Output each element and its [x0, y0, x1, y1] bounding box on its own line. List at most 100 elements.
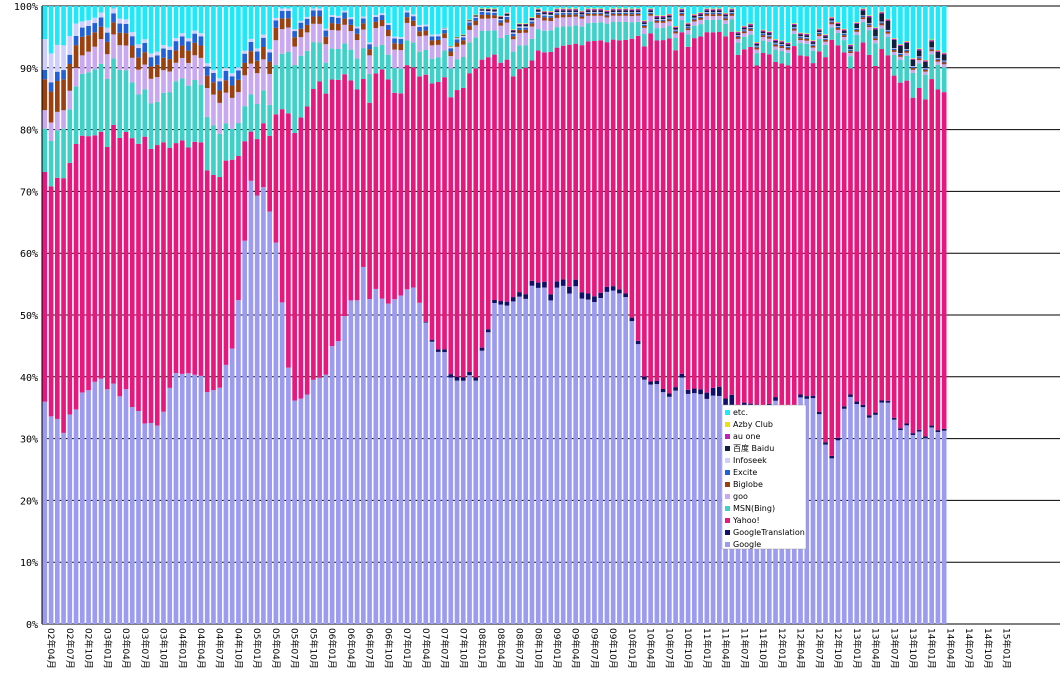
bar-segment	[598, 15, 603, 23]
bar-segment	[404, 22, 410, 41]
bar-segment	[454, 37, 460, 39]
bar-segment	[667, 396, 672, 624]
bar-segment	[910, 66, 916, 67]
bar-segment	[823, 36, 828, 38]
bar-segment	[904, 6, 910, 42]
bar-segment	[517, 23, 522, 25]
bar-segment	[198, 57, 204, 85]
bar-segment	[579, 18, 585, 27]
bar-segment	[573, 12, 579, 15]
bar-segment	[204, 116, 210, 171]
bar-segment	[367, 44, 372, 50]
bar-segment	[510, 76, 516, 298]
bar-segment	[161, 45, 166, 49]
bar-segment	[673, 50, 678, 388]
bar-segment	[748, 27, 753, 28]
bar-segment	[766, 34, 772, 36]
bar-segment	[754, 6, 760, 43]
bar-segment	[548, 300, 554, 624]
bar-segment	[835, 22, 841, 24]
legend-label: Infoseek	[733, 456, 767, 465]
bar-segment	[717, 8, 722, 10]
bar-segment	[704, 6, 710, 9]
bar-segment	[685, 30, 691, 35]
bar-segment	[592, 6, 597, 9]
bar-segment	[254, 139, 260, 196]
bar-segment	[935, 49, 941, 51]
bar-segment	[604, 286, 610, 292]
bar-segment	[654, 22, 660, 29]
bar-segment	[142, 52, 148, 65]
bar-segment	[460, 44, 466, 57]
bar-segment	[766, 54, 772, 404]
bar-segment	[816, 32, 822, 35]
bar-segment	[910, 68, 916, 70]
bar-segment	[804, 33, 810, 34]
bar-segment	[804, 37, 810, 38]
x-tick-label: 09年10月	[607, 628, 619, 669]
bar-segment	[467, 20, 472, 22]
bar-segment	[660, 392, 666, 624]
bar-segment	[529, 17, 535, 19]
x-tick-label: 03年10月	[158, 628, 170, 669]
bar-segment	[866, 23, 872, 24]
bar-segment	[860, 9, 866, 11]
bar-segment	[386, 6, 391, 24]
bar-segment	[404, 40, 410, 66]
bar-segment	[891, 51, 897, 55]
bar-segment	[679, 6, 685, 9]
bar-segment	[916, 429, 922, 432]
bar-segment	[723, 12, 728, 14]
bar-segment	[467, 73, 472, 372]
bar-segment	[923, 71, 928, 75]
bar-segment	[785, 43, 791, 45]
bar-segment	[198, 84, 204, 143]
bar-segment	[479, 31, 485, 60]
bar-segment	[660, 389, 666, 393]
bar-segment	[810, 45, 816, 48]
bar-segment	[585, 6, 591, 9]
bar-segment	[567, 17, 572, 27]
bar-segment	[510, 30, 516, 33]
bar-segment	[766, 35, 772, 37]
bar-segment	[560, 45, 566, 280]
bar-segment	[273, 114, 279, 243]
x-tick-label: 11年01月	[701, 628, 713, 669]
bar-segment	[286, 113, 291, 368]
bar-segment	[129, 6, 135, 33]
bar-segment	[336, 30, 341, 49]
bar-segment	[685, 46, 691, 390]
bar-segment	[623, 10, 628, 13]
bar-segment	[186, 147, 191, 374]
bar-segment	[460, 56, 466, 88]
bar-segment	[342, 10, 347, 13]
bar-segment	[517, 27, 522, 30]
bar-segment	[617, 40, 622, 290]
bar-segment	[804, 43, 810, 57]
bar-segment	[448, 46, 454, 49]
bar-segment	[860, 19, 866, 23]
bar-segment	[517, 26, 522, 28]
bar-segment	[423, 24, 429, 27]
bar-segment	[329, 30, 335, 49]
bar-segment	[361, 16, 366, 19]
bar-segment	[935, 61, 941, 65]
bar-segment	[67, 6, 73, 37]
bar-segment	[504, 34, 510, 60]
bar-segment	[354, 300, 360, 624]
bar-segment	[248, 41, 254, 52]
bar-segment	[560, 285, 566, 624]
bar-segment	[398, 37, 404, 40]
bar-segment	[523, 23, 529, 24]
bar-segment	[810, 63, 816, 396]
bar-segment	[729, 31, 735, 395]
x-tick-label: 10年01月	[626, 628, 638, 669]
bar-segment	[604, 14, 610, 16]
bar-segment	[848, 396, 853, 624]
bar-segment	[729, 12, 735, 13]
bar-segment	[498, 22, 504, 26]
bar-segment	[860, 404, 866, 408]
bar-segment	[448, 56, 454, 69]
bar-segment	[623, 12, 628, 13]
bar-segment	[935, 64, 941, 90]
